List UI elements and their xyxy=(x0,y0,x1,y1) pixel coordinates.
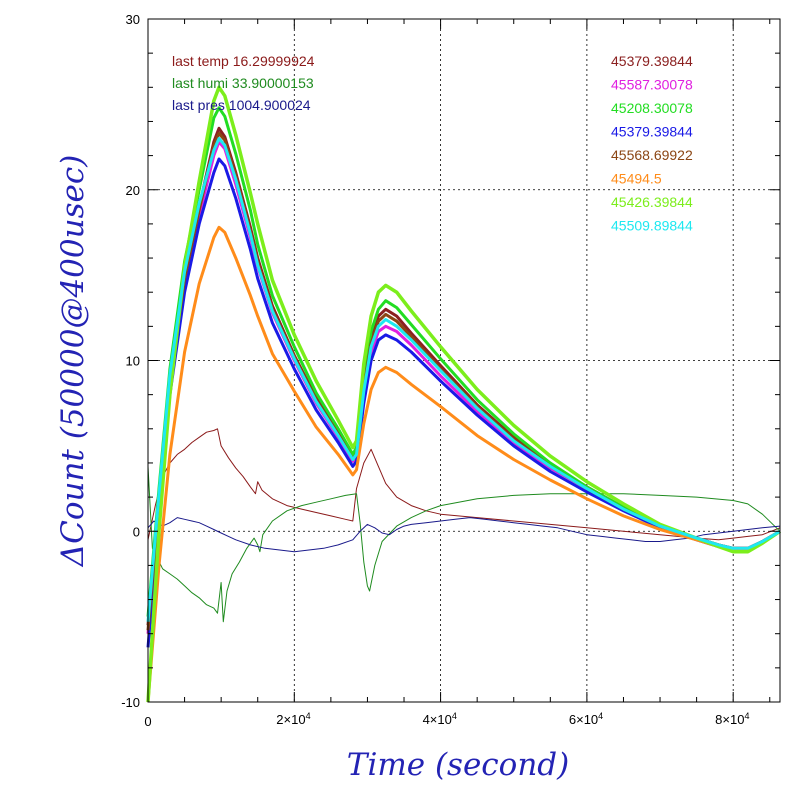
x-tick-label-0: 0 xyxy=(144,714,151,729)
series-line-2 xyxy=(146,106,781,617)
env-line-0 xyxy=(147,428,781,541)
x-axis-title: Time (second) xyxy=(347,747,569,783)
series-line-5 xyxy=(146,225,781,703)
grid-lines xyxy=(148,19,780,702)
x-tick-label-3: 6×104 xyxy=(569,711,603,727)
series-line-7 xyxy=(146,137,781,622)
series-legend-entry-2: 45208.30078 xyxy=(611,100,693,116)
x-tick-label-4: 8×104 xyxy=(715,711,749,727)
y-tick-label-4: 30 xyxy=(126,12,140,27)
y-tick-label-1: 0 xyxy=(133,524,140,539)
series-legend-entry-3: 45379.39844 xyxy=(611,124,693,140)
series-legend-entry-1: 45587.30078 xyxy=(611,77,693,93)
left-legend-entry-0: last temp 16.29999924 xyxy=(172,53,315,69)
tick-marks xyxy=(147,18,780,703)
series-line-1 xyxy=(146,140,781,634)
left-legend-entry-1: last humi 33.90000153 xyxy=(172,75,314,91)
y-axis-title: ΔCount (50000@400usec) xyxy=(55,155,91,568)
env-line-1 xyxy=(147,466,781,623)
x-tick-label-1: 2×104 xyxy=(276,711,310,727)
series-legend-entry-0: 45379.39844 xyxy=(611,53,693,69)
x-tick-label-2: 4×104 xyxy=(423,711,457,727)
series-legend-entry-5: 45494.5 xyxy=(611,171,662,187)
left-legend: last temp 16.29999924 last humi 33.900001… xyxy=(172,53,315,113)
y-tick-label-0: -10 xyxy=(121,695,140,710)
series-legend-entry-4: 45568.69922 xyxy=(611,147,693,163)
env-line-2 xyxy=(147,517,781,553)
right-legend: 45379.39844 45587.30078 45208.30078 45379.3… xyxy=(611,53,693,234)
series-legend-entry-7: 45509.89844 xyxy=(611,218,693,234)
series-legend-entry-6: 45426.39844 xyxy=(611,194,693,210)
series-layer xyxy=(146,85,781,703)
y-tick-label-2: 10 xyxy=(126,354,140,369)
y-tick-label-3: 20 xyxy=(126,183,140,198)
tick-labels: -10 0 10 20 30 0 2×104 4×104 6×104 8×104 xyxy=(121,12,749,729)
left-legend-entry-2: last pres 1004.900024 xyxy=(172,97,311,113)
